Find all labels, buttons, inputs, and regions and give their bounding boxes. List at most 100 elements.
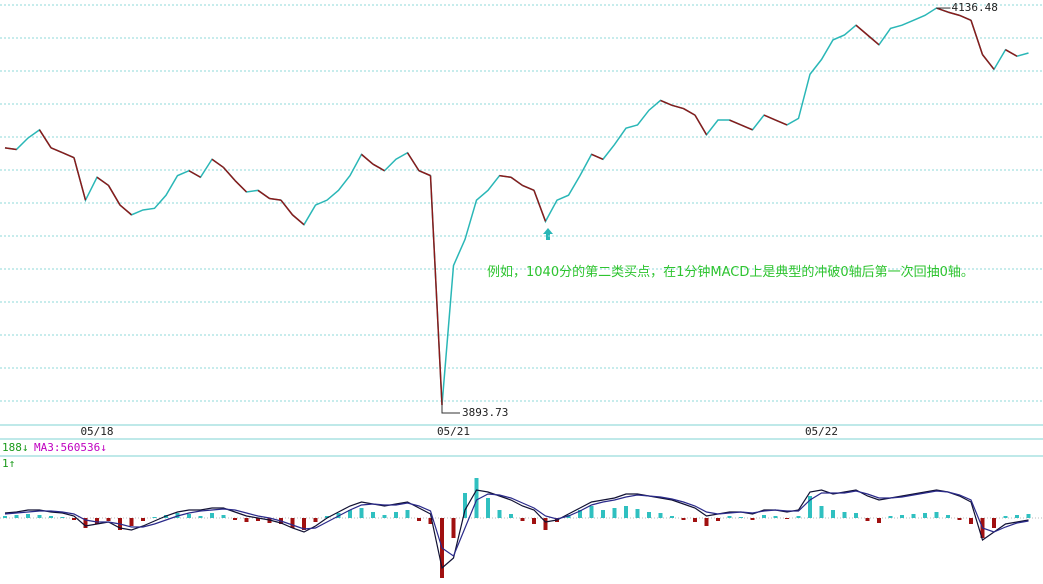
macd-bar	[428, 518, 433, 524]
down-segment	[740, 124, 753, 131]
macd-bar	[647, 512, 651, 518]
macd-bar	[463, 493, 467, 518]
down-segment	[694, 114, 708, 136]
macd-bar	[405, 510, 410, 518]
down-segment	[867, 34, 880, 46]
down-segment	[855, 24, 868, 36]
macd-bar	[854, 513, 858, 518]
macd-bar	[187, 514, 191, 518]
macd-bar	[1015, 515, 1019, 518]
macd-bar	[704, 518, 709, 526]
macd-bar	[486, 498, 490, 518]
down-segment	[533, 190, 547, 222]
down-segment	[62, 152, 75, 159]
down-segment	[4, 147, 17, 151]
down-segment	[418, 170, 431, 177]
macd-bar	[95, 518, 99, 524]
macd-line	[4, 490, 1029, 557]
macd-bar	[750, 518, 755, 520]
macd-bar	[313, 518, 318, 522]
down-segment	[683, 107, 696, 116]
down-segment	[269, 197, 282, 201]
down-segment	[729, 119, 742, 126]
macd-bar	[152, 517, 157, 518]
leader-line	[441, 405, 460, 414]
macd-bar	[969, 518, 973, 524]
macd-bar	[635, 509, 640, 518]
macd-bar	[946, 515, 950, 518]
macd-bar	[233, 518, 237, 520]
down-segment	[50, 147, 63, 154]
down-segment	[660, 99, 673, 106]
macd-bar	[923, 513, 927, 518]
macd-line	[4, 489, 1029, 570]
macd-bar	[3, 516, 7, 518]
macd-bar	[578, 510, 582, 518]
down-segment	[429, 175, 443, 406]
macd-bar	[198, 516, 203, 518]
down-segment	[406, 152, 420, 172]
macd-bar	[842, 512, 847, 518]
macd-bar	[865, 518, 870, 521]
macd-bar	[831, 510, 835, 518]
indicator-label: MA3:560536↓	[34, 441, 107, 454]
down-segment	[947, 11, 960, 17]
macd-bar	[658, 513, 663, 518]
macd-bar	[417, 518, 421, 521]
down-segment	[222, 166, 236, 182]
macd-bar	[796, 516, 801, 518]
indicator-label: 1↑	[2, 457, 15, 470]
macd-bar	[348, 510, 352, 518]
macd-bar	[612, 508, 617, 518]
down-segment	[73, 157, 87, 201]
macd-bar	[60, 517, 65, 518]
macd-bar	[210, 513, 214, 518]
macd-bar	[290, 518, 295, 528]
macd-bar	[451, 518, 456, 538]
macd-bar	[957, 518, 962, 520]
macd-bar	[244, 518, 249, 522]
macd-bar	[762, 515, 766, 518]
macd-bar	[911, 514, 916, 518]
macd-bar	[693, 518, 697, 522]
macd-bar	[371, 512, 375, 518]
down-segment	[234, 179, 248, 193]
macd-bar	[256, 518, 260, 521]
macd-bar	[1026, 514, 1031, 518]
macd-bar	[474, 478, 479, 518]
down-segment	[510, 176, 523, 187]
macd-bar	[589, 506, 594, 518]
macd-bar	[785, 518, 789, 519]
down-segment	[671, 104, 684, 110]
down-segment	[763, 114, 776, 121]
down-segment	[936, 7, 949, 13]
macd-bar	[302, 518, 306, 530]
macd-bar	[129, 518, 134, 526]
macd-bar	[359, 508, 364, 518]
down-segment	[981, 54, 995, 70]
annotation: 例如，1040分的第二类买点，在1分钟MACD上是典型的冲破0轴后第一次回抽0轴…	[487, 265, 974, 280]
macd-bar	[727, 516, 732, 518]
macd-bar	[509, 514, 513, 518]
macd-bar	[601, 510, 605, 518]
macd-bar	[819, 506, 824, 518]
macd-bar	[934, 512, 939, 518]
macd-bar	[624, 506, 628, 518]
macd-bar	[141, 518, 145, 521]
x-tick-label: 05/21	[437, 425, 470, 438]
macd-bar	[14, 515, 19, 518]
macd-bar	[37, 515, 42, 518]
macd-bar	[325, 516, 329, 518]
macd-bar	[106, 518, 111, 521]
down-segment	[1005, 49, 1018, 57]
down-segment	[257, 189, 270, 200]
down-segment	[970, 20, 984, 55]
macd-bar	[888, 516, 893, 518]
down-segment	[188, 170, 201, 178]
macd-bar	[670, 516, 674, 518]
x-tick-label: 05/18	[80, 425, 113, 438]
macd-bar	[681, 518, 686, 520]
indicator-label: 188↓	[2, 441, 29, 454]
down-segment	[775, 119, 788, 126]
